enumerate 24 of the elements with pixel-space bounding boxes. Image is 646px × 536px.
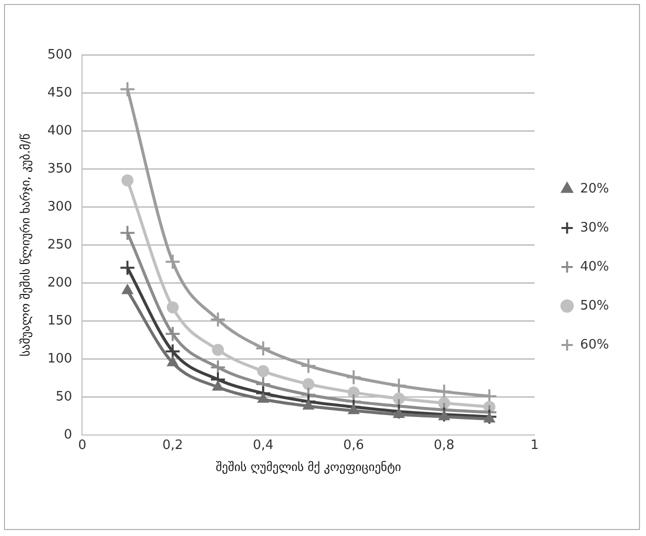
y-tick-label: 200 <box>47 275 72 290</box>
legend-label: 40% <box>580 259 610 274</box>
y-tick-label: 100 <box>47 351 72 366</box>
x-tick-label: 1 <box>530 438 539 454</box>
y-tick-label: 350 <box>47 161 72 176</box>
y-tick-label: 400 <box>47 123 72 138</box>
x-tick-label: 0 <box>78 438 86 454</box>
x-tick-label: 0,6 <box>343 438 364 454</box>
x-tick-label: 0,8 <box>434 438 454 454</box>
y-tick-label: 450 <box>47 85 72 100</box>
y-tick-label: 50 <box>56 389 72 404</box>
x-tick-label: 0,2 <box>162 438 184 454</box>
legend-label: 60% <box>580 337 610 352</box>
y-tick-label: 0 <box>64 427 72 442</box>
legend-label: 20% <box>580 181 610 196</box>
y-tick-label: 250 <box>47 237 72 252</box>
y-tick-label: 150 <box>47 313 72 328</box>
x-tick-label: 0,4 <box>252 438 274 454</box>
y-tick-label: 500 <box>47 47 72 62</box>
x-axis-title: შეშის ღუმელის მქ კოეფიციენტი <box>216 460 402 474</box>
legend-label: 30% <box>580 220 610 236</box>
legend-label: 50% <box>580 298 610 314</box>
y-tick-label: 300 <box>47 199 72 214</box>
y-axis-title: საშუალო შეშის წლიური ხარჯი, კუბ.მ/წ <box>18 134 32 356</box>
